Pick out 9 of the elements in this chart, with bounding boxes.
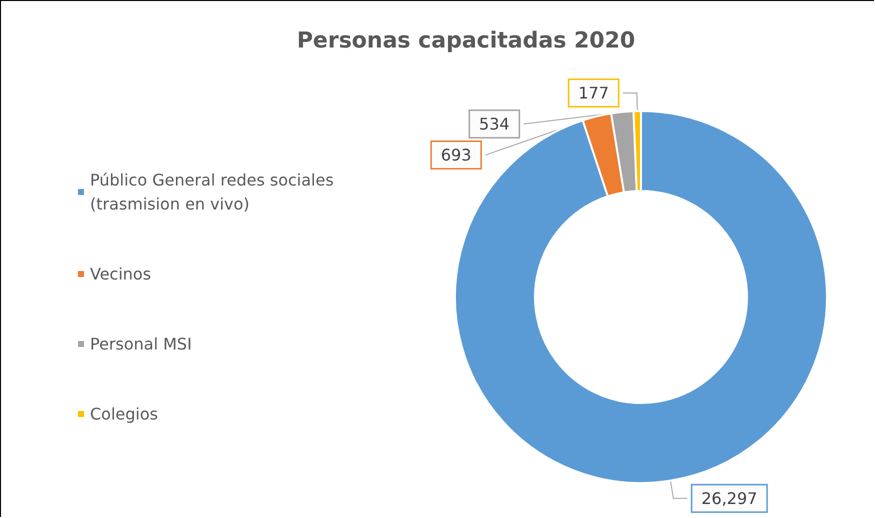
data-label: 177	[578, 84, 609, 103]
legend-label: Colegios	[90, 404, 158, 424]
legend-label: Vecinos	[90, 264, 152, 284]
legend-label: Público General redes sociales (trasmision en vivo)	[90, 170, 339, 214]
legend-label: Personal MSI	[90, 334, 192, 354]
chart-title: Personas capacitadas 2020	[296, 28, 636, 54]
data-label: 26,297	[701, 488, 758, 508]
data-label: 534	[479, 114, 510, 134]
data-label: 693	[440, 146, 472, 165]
